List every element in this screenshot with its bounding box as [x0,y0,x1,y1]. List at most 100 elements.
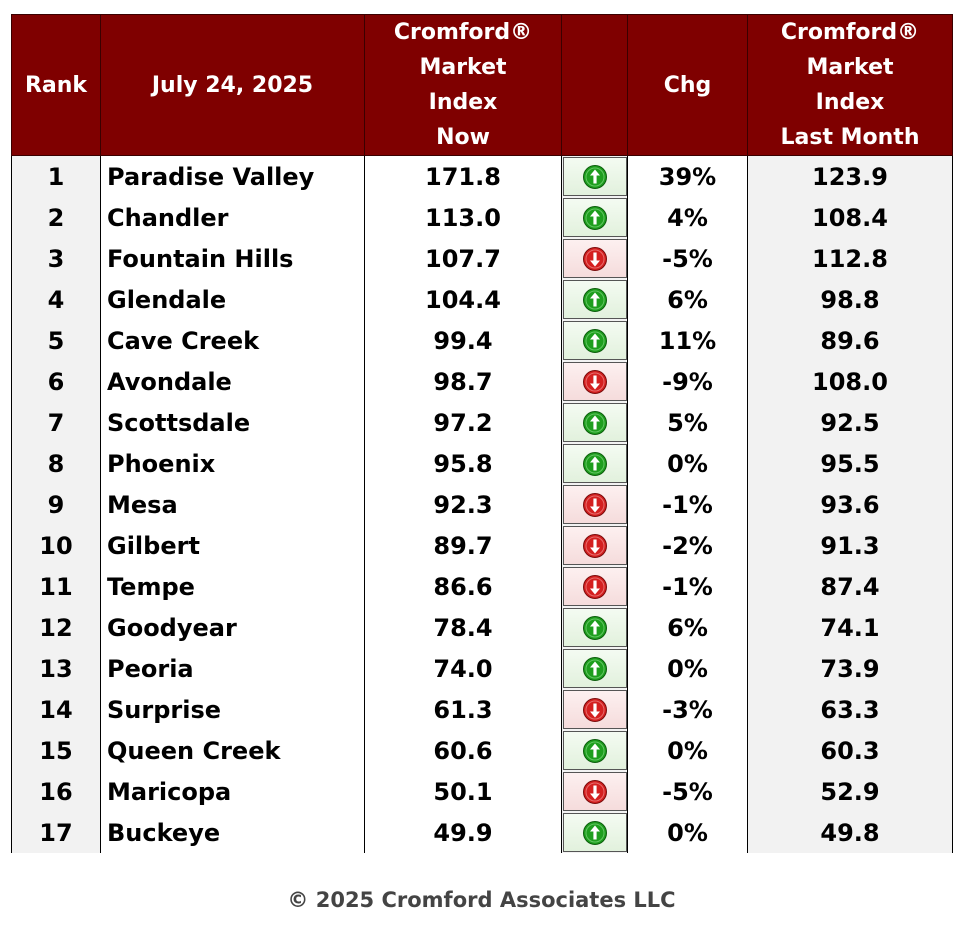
index-last-month-cell: 60.3 [747,730,953,771]
green-up-arrow-icon [562,813,627,852]
table-row: 4 Glendale 104.4 6% 98.8 [11,279,953,320]
header-index-now-line: Index [428,90,498,115]
rank-cell: 8 [11,443,101,484]
index-now-cell: 95.8 [364,443,562,484]
index-now-cell: 171.8 [364,155,562,197]
index-last-month-cell: 108.0 [747,361,953,402]
change-cell: 0% [627,648,748,689]
city-cell: Glendale [100,279,365,320]
rank-cell: 3 [11,238,101,279]
red-down-arrow-icon [562,567,627,606]
red-down-arrow-icon [562,772,627,811]
city-cell: Phoenix [100,443,365,484]
index-last-month-cell: 63.3 [747,689,953,730]
index-last-month-cell: 123.9 [747,155,953,197]
city-cell: Maricopa [100,771,365,812]
market-index-table-container: Rank July 24, 2025 Cromford® Market Inde… [11,14,953,853]
rank-cell: 13 [11,648,101,689]
index-last-month-cell: 92.5 [747,402,953,443]
green-up-arrow-icon [562,280,627,319]
rank-cell: 12 [11,607,101,648]
green-up-arrow-icon [562,198,627,237]
city-cell: Tempe [100,566,365,607]
rank-cell: 1 [11,155,101,197]
index-now-cell: 92.3 [364,484,562,525]
index-last-month-cell: 93.6 [747,484,953,525]
city-cell: Gilbert [100,525,365,566]
header-index-last-line: Market [806,55,894,80]
table-row: 9 Mesa 92.3 -1% 93.6 [11,484,953,525]
direction-cell [561,361,628,402]
city-cell: Surprise [100,689,365,730]
copyright-footer: © 2025 Cromford Associates LLC [287,888,676,912]
green-up-arrow-icon [562,321,627,360]
rank-cell: 2 [11,197,101,238]
rank-cell: 14 [11,689,101,730]
table-body: 1 Paradise Valley 171.8 39% 123.9 2 Chandler 11… [11,155,953,853]
header-index-last-month: Cromford® Market Index Last Month [747,14,953,156]
index-last-month-cell: 87.4 [747,566,953,607]
direction-cell [561,730,628,771]
city-cell: Chandler [100,197,365,238]
direction-cell [561,525,628,566]
change-cell: 0% [627,730,748,771]
direction-cell [561,155,628,197]
table-row: 15 Queen Creek 60.6 0% 60.3 [11,730,953,771]
green-up-arrow-icon [562,649,627,688]
table-row: 6 Avondale 98.7 -9% 108.0 [11,361,953,402]
table-row: 13 Peoria 74.0 0% 73.9 [11,648,953,689]
direction-cell [561,689,628,730]
index-now-cell: 50.1 [364,771,562,812]
direction-cell [561,279,628,320]
change-cell: 0% [627,812,748,853]
header-index-now: Cromford® Market Index Now [364,14,562,156]
header-index-last-line: Last Month [780,125,920,150]
green-up-arrow-icon [562,731,627,770]
index-last-month-cell: 73.9 [747,648,953,689]
red-down-arrow-icon [562,526,627,565]
header-date: July 24, 2025 [100,14,365,156]
index-now-cell: 107.7 [364,238,562,279]
direction-cell [561,648,628,689]
change-cell: 4% [627,197,748,238]
index-now-cell: 49.9 [364,812,562,853]
header-row: Rank July 24, 2025 Cromford® Market Inde… [11,14,953,156]
green-up-arrow-icon [562,157,627,196]
index-now-cell: 97.2 [364,402,562,443]
change-cell: 6% [627,279,748,320]
header-index-now-line: Cromford® [393,20,533,45]
market-index-table: Rank July 24, 2025 Cromford® Market Inde… [11,14,953,853]
index-now-cell: 78.4 [364,607,562,648]
direction-cell [561,197,628,238]
index-last-month-cell: 91.3 [747,525,953,566]
table-row: 1 Paradise Valley 171.8 39% 123.9 [11,155,953,197]
city-cell: Mesa [100,484,365,525]
table-row: 12 Goodyear 78.4 6% 74.1 [11,607,953,648]
index-last-month-cell: 108.4 [747,197,953,238]
header-index-now-line: Now [436,125,490,150]
table-row: 2 Chandler 113.0 4% 108.4 [11,197,953,238]
city-cell: Buckeye [100,812,365,853]
green-up-arrow-icon [562,444,627,483]
green-up-arrow-icon [562,608,627,647]
direction-cell [561,484,628,525]
index-last-month-cell: 95.5 [747,443,953,484]
index-now-cell: 60.6 [364,730,562,771]
index-last-month-cell: 52.9 [747,771,953,812]
table-row: 17 Buckeye 49.9 0% 49.8 [11,812,953,853]
rank-cell: 17 [11,812,101,853]
direction-cell [561,607,628,648]
red-down-arrow-icon [562,690,627,729]
table-row: 14 Surprise 61.3 -3% 63.3 [11,689,953,730]
direction-cell [561,566,628,607]
table-row: 5 Cave Creek 99.4 11% 89.6 [11,320,953,361]
change-cell: 0% [627,443,748,484]
table-row: 3 Fountain Hills 107.7 -5% 112.8 [11,238,953,279]
rank-cell: 16 [11,771,101,812]
index-last-month-cell: 112.8 [747,238,953,279]
direction-cell [561,771,628,812]
change-cell: -5% [627,238,748,279]
change-cell: 6% [627,607,748,648]
city-cell: Scottsdale [100,402,365,443]
change-cell: 39% [627,155,748,197]
